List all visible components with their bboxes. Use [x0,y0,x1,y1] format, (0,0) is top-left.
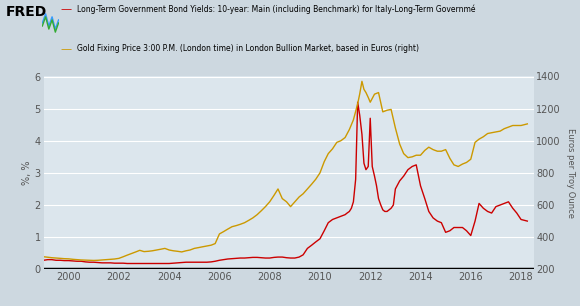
Text: —: — [61,5,72,15]
Text: Long-Term Government Bond Yields: 10-year: Main (including Benchmark) for Italy-: Long-Term Government Bond Yields: 10-yea… [77,5,476,14]
Text: —: — [61,44,72,54]
Text: FRED: FRED [6,5,47,19]
Y-axis label: Euros per Troy Ounce: Euros per Troy Ounce [566,128,575,218]
Text: Gold Fixing Price 3:00 P.M. (London time) in London Bullion Market, based in Eur: Gold Fixing Price 3:00 P.M. (London time… [77,44,419,53]
Y-axis label: %, %: %, % [21,161,32,185]
